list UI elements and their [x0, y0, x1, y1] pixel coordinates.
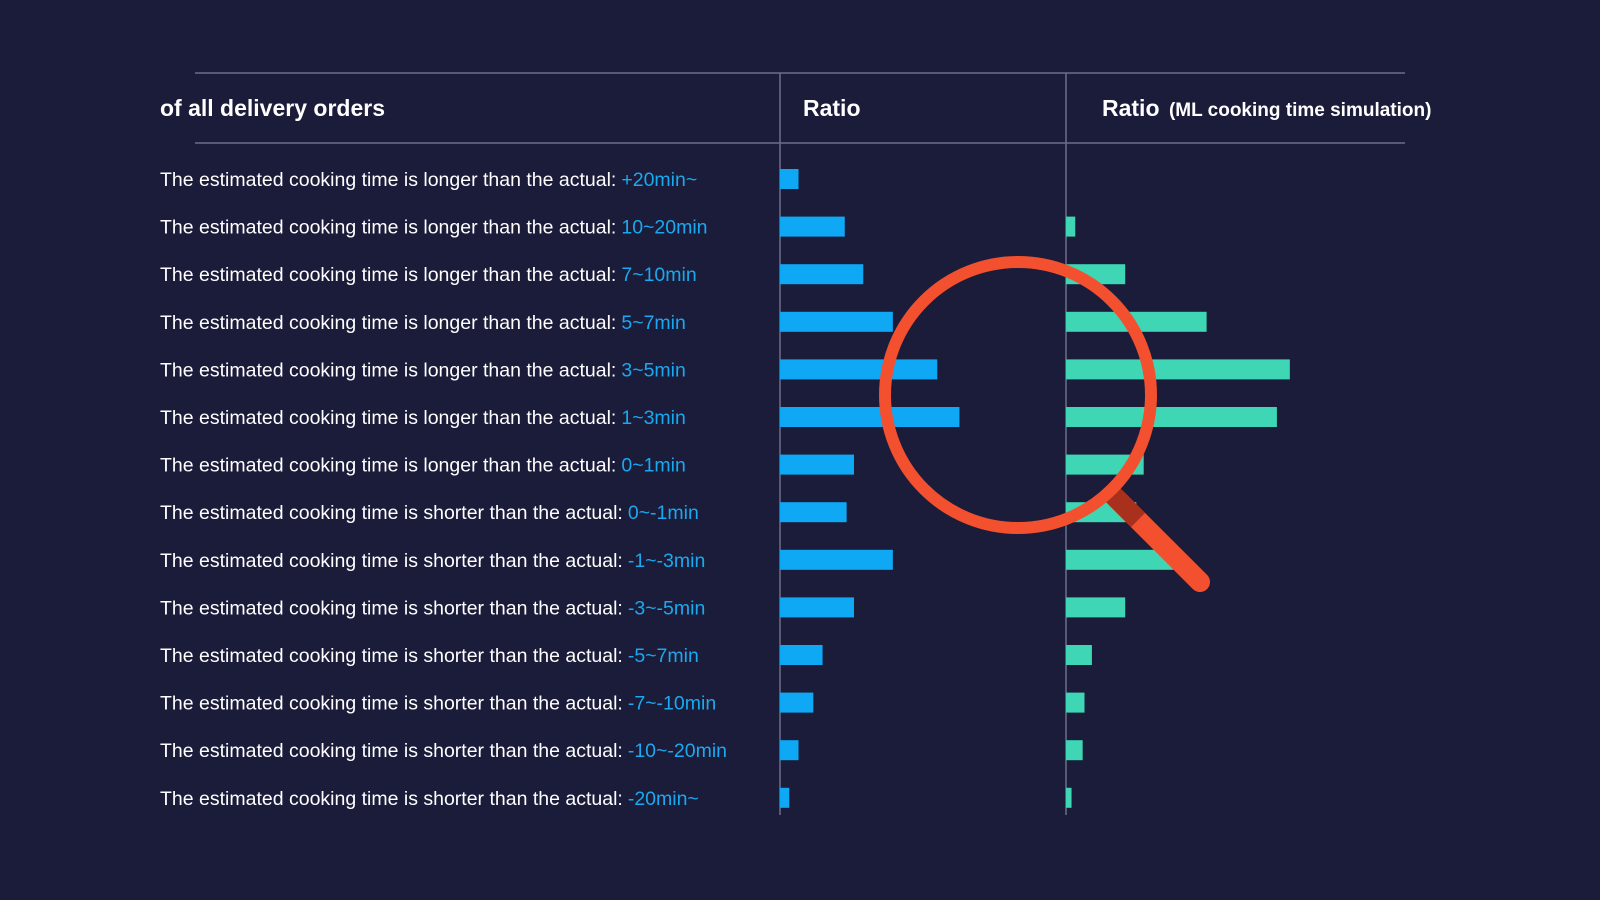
ml-ratio-header-note: (ML cooking time simulation)	[1169, 100, 1432, 121]
row-label-range: -1~-3min	[628, 550, 706, 572]
ml-ratio-bar-3	[1066, 311, 1207, 332]
row-label-2: The estimated cooking time is longer tha…	[160, 264, 697, 286]
ml-ratio-bars	[1066, 216, 1290, 808]
row-label-10: The estimated cooking time is shorter th…	[160, 645, 699, 667]
row-label-prefix: The estimated cooking time is longer tha…	[160, 359, 616, 381]
ratio-bar-2	[780, 264, 864, 285]
ratio-bar-8	[780, 549, 893, 570]
ml-ratio-header-main: Ratio	[1102, 95, 1160, 121]
ml-ratio-bar-4	[1066, 359, 1290, 380]
row-label-prefix: The estimated cooking time is shorter th…	[160, 645, 623, 667]
row-label-range: -10~-20min	[628, 740, 727, 762]
row-label-3: The estimated cooking time is longer tha…	[160, 312, 686, 334]
row-label-7: The estimated cooking time is shorter th…	[160, 502, 699, 524]
ml-ratio-bar-5	[1066, 407, 1277, 427]
row-label-range: 10~20min	[621, 217, 707, 239]
ratio-bar-12	[780, 740, 799, 761]
row-label-prefix: The estimated cooking time is shorter th…	[160, 740, 623, 762]
row-label-5: The estimated cooking time is longer tha…	[160, 407, 686, 429]
row-label-6: The estimated cooking time is longer tha…	[160, 455, 686, 477]
ml-ratio-bar-13	[1066, 787, 1072, 808]
ml-ratio-bar-8	[1066, 549, 1176, 570]
row-label-range: 3~5min	[621, 359, 686, 381]
row-label-prefix: The estimated cooking time is longer tha…	[160, 407, 616, 429]
row-label-8: The estimated cooking time is shorter th…	[160, 550, 705, 572]
row-label-range: -7~-10min	[628, 693, 716, 715]
row-label-prefix: The estimated cooking time is shorter th…	[160, 788, 623, 810]
row-label-prefix: The estimated cooking time is shorter th…	[160, 693, 623, 715]
category-column-header: of all delivery orders	[160, 95, 385, 121]
row-label-prefix: The estimated cooking time is shorter th…	[160, 502, 623, 524]
ratio-bar-4	[780, 359, 938, 380]
row-label-11: The estimated cooking time is shorter th…	[160, 693, 716, 715]
ratio-bar-9	[780, 597, 854, 618]
row-label-prefix: The estimated cooking time is shorter th…	[160, 597, 623, 619]
row-label-range: 7~10min	[621, 264, 696, 286]
row-label-12: The estimated cooking time is shorter th…	[160, 740, 727, 762]
ratio-bar-11	[780, 692, 814, 713]
ml-ratio-bar-10	[1066, 645, 1092, 665]
ratio-bar-7	[780, 502, 847, 523]
row-label-range: 5~7min	[621, 312, 686, 334]
ratio-bar-0	[780, 169, 799, 189]
ratio-bar-5	[780, 407, 960, 427]
row-label-prefix: The estimated cooking time is longer tha…	[160, 455, 616, 477]
ratio-bar-1	[780, 216, 845, 237]
ml-ratio-bar-9	[1066, 597, 1126, 618]
row-label-prefix: The estimated cooking time is longer tha…	[160, 169, 616, 191]
row-label-range: 0~1min	[621, 455, 686, 477]
row-label-range: -3~-5min	[628, 597, 706, 619]
ratio-bars	[780, 169, 960, 808]
row-label-prefix: The estimated cooking time is longer tha…	[160, 217, 616, 239]
row-label-prefix: The estimated cooking time is shorter th…	[160, 550, 623, 572]
row-label-range: -5~7min	[628, 645, 699, 667]
row-label-9: The estimated cooking time is shorter th…	[160, 597, 705, 619]
ml-ratio-bar-1	[1066, 216, 1076, 237]
ml-ratio-column-header: Ratio (ML cooking time simulation)	[1102, 95, 1431, 121]
ratio-column-header: Ratio	[803, 95, 861, 121]
ratio-bar-6	[780, 454, 854, 475]
row-label-range: -20min~	[628, 788, 699, 810]
ratio-bar-13	[780, 787, 790, 808]
row-label-4: The estimated cooking time is longer tha…	[160, 359, 686, 381]
row-label-range: 0~-1min	[628, 502, 699, 524]
row-label-0: The estimated cooking time is longer tha…	[160, 169, 697, 191]
row-label-range: 1~3min	[621, 407, 686, 429]
ratio-bar-3	[780, 311, 893, 332]
row-label-1: The estimated cooking time is longer tha…	[160, 217, 708, 239]
ml-ratio-bar-11	[1066, 692, 1085, 713]
row-labels: The estimated cooking time is longer tha…	[160, 169, 727, 810]
row-label-prefix: The estimated cooking time is longer tha…	[160, 312, 616, 334]
ratio-bar-10	[780, 645, 823, 665]
row-label-range: +20min~	[621, 169, 697, 191]
row-label-prefix: The estimated cooking time is longer tha…	[160, 264, 616, 286]
row-label-13: The estimated cooking time is shorter th…	[160, 788, 699, 810]
ml-ratio-bar-12	[1066, 740, 1083, 761]
magnifier-icon	[879, 256, 1210, 592]
